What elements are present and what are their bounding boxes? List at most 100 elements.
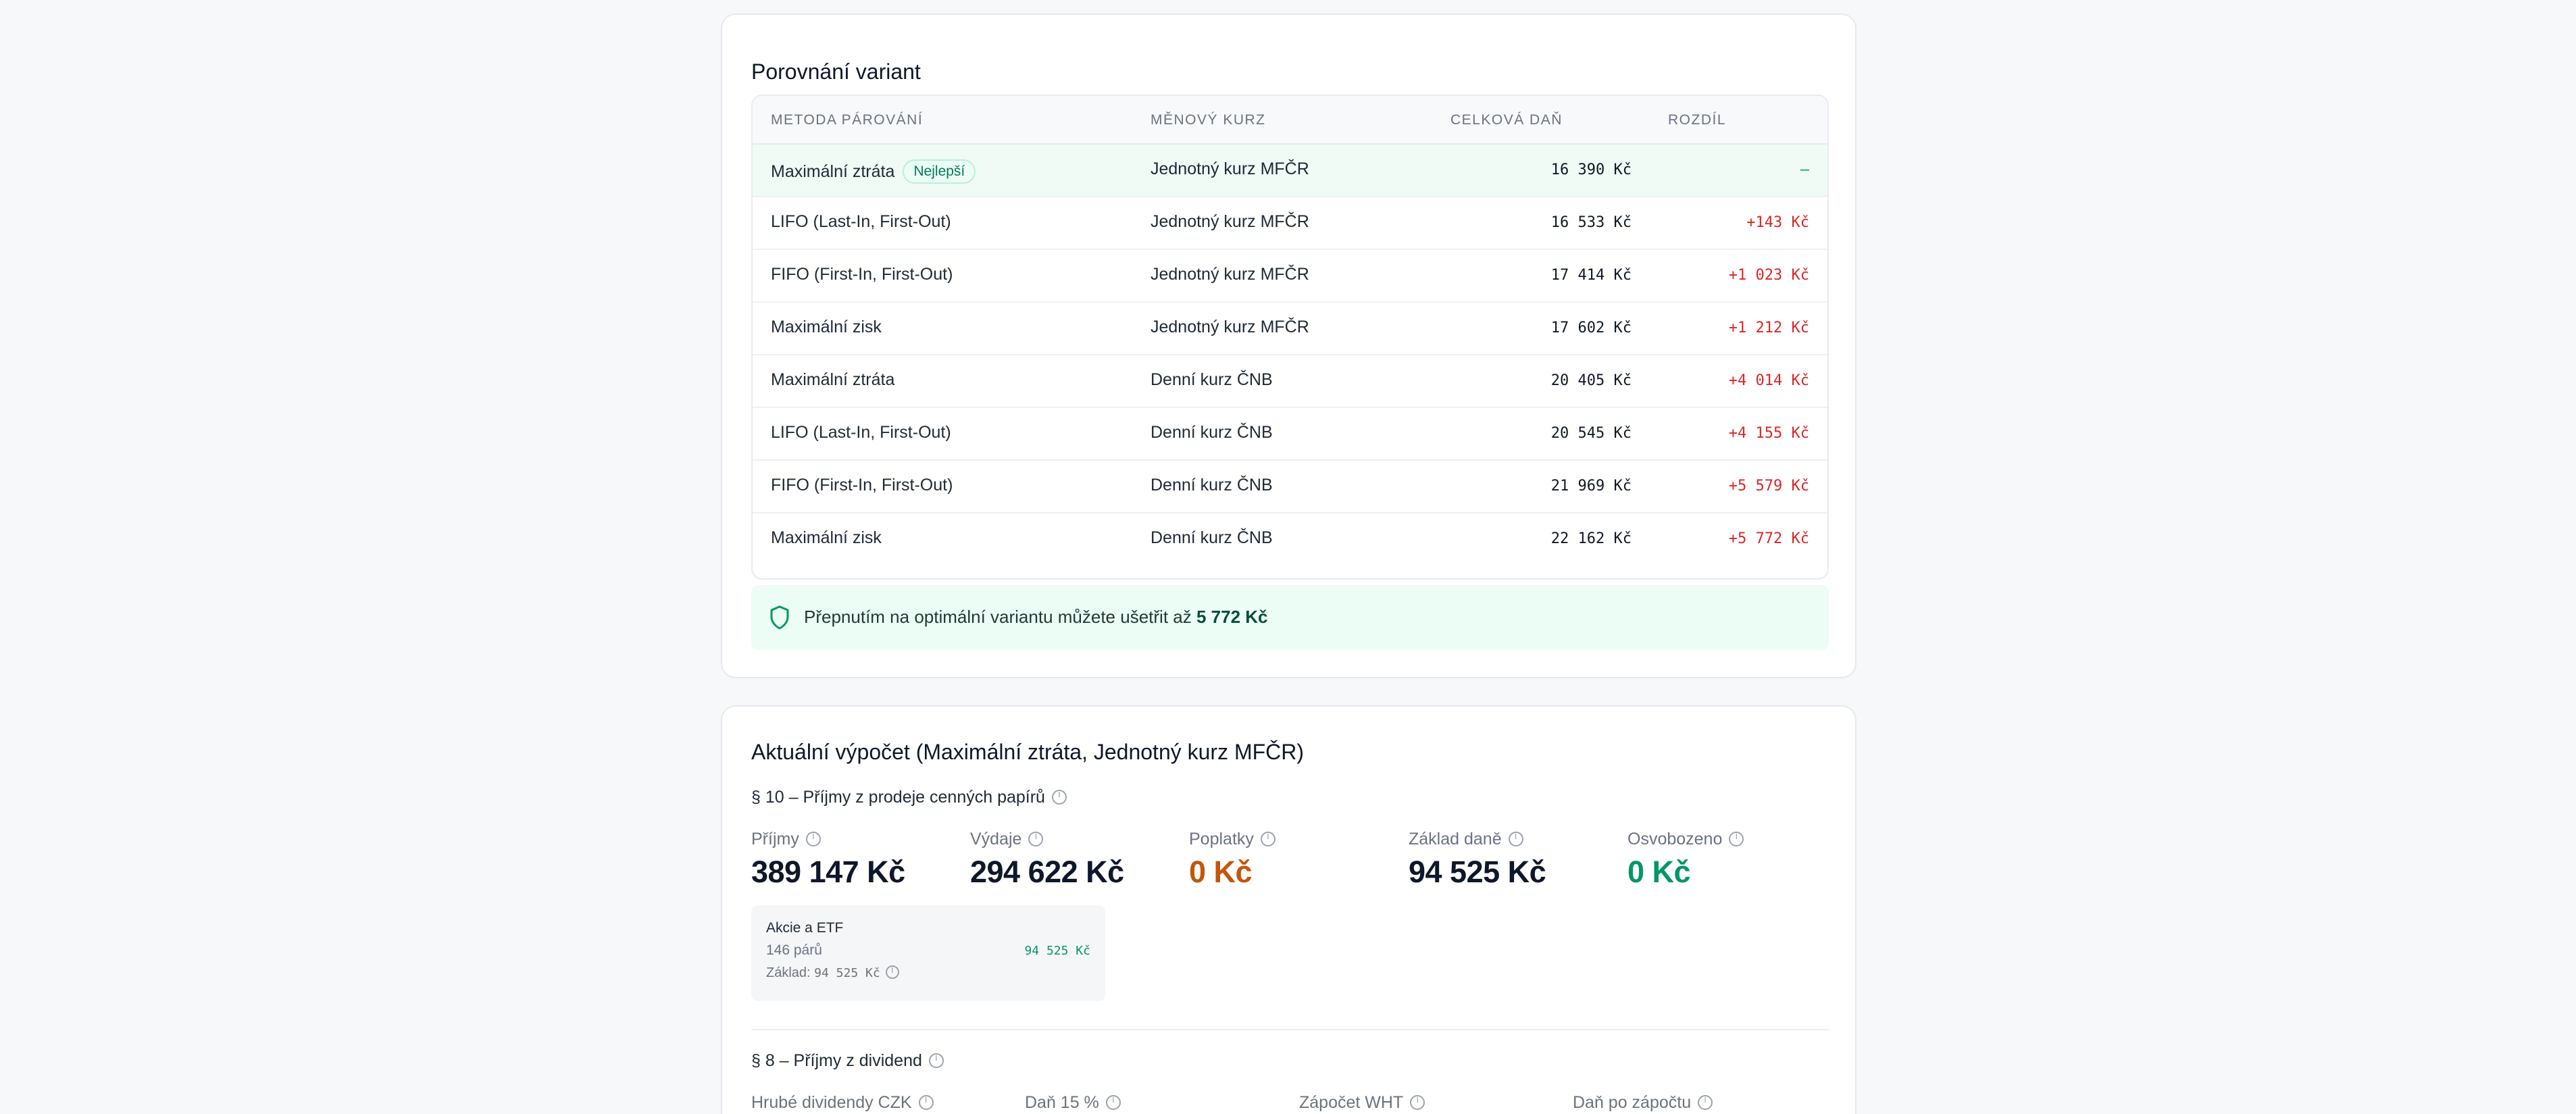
stat-value: 0 Kč <box>1627 855 1691 889</box>
tax-cell: 16 390 Kč <box>1550 161 1632 178</box>
method-cell: Maximální zisk <box>771 528 882 547</box>
info-icon[interactable] <box>1698 1094 1713 1110</box>
stat-value: 94 525 Kč <box>1409 855 1546 889</box>
mini-base-label: Základ: <box>766 965 811 980</box>
mini-value: 94 525 Kč <box>1024 944 1090 958</box>
rate-cell: Jednotný kurz MFČR <box>1151 265 1309 284</box>
stat-value: 294 622 Kč <box>970 855 1124 889</box>
method-cell: FIFO (First-In, First-Out) <box>771 265 953 284</box>
diff-cell: +4 014 Kč <box>1728 372 1809 389</box>
stat-label-text: Hrubé dividendy CZK <box>751 1093 912 1112</box>
diff-cell: +1 212 Kč <box>1728 320 1809 336</box>
rate-cell: Denní kurz ČNB <box>1151 370 1273 389</box>
info-icon[interactable] <box>1729 831 1744 846</box>
rate-cell: Jednotný kurz MFČR <box>1151 212 1309 231</box>
stat-label-text: Příjmy <box>751 830 799 849</box>
stat-value: 0 Kč <box>1189 855 1253 889</box>
tax-cell: 17 414 Kč <box>1550 267 1632 284</box>
stat-label: Poplatky <box>1189 830 1276 849</box>
stat-exempt: Osvobozeno 0 Kč <box>1627 830 1744 890</box>
stocks-etf-card: Akcie a ETF 146 párů Základ: 94 525 Kč 9… <box>751 905 1105 1001</box>
table-row[interactable]: Maximální zisk Jednotný kurz MFČR 17 602… <box>753 303 1827 355</box>
method-label: Maximální ztráta <box>771 162 895 181</box>
method-cell: Maximální ztráta <box>771 370 895 389</box>
section-8-label: § 8 – Příjmy z dividend <box>751 1051 922 1070</box>
mini-title: Akcie a ETF <box>766 920 844 936</box>
mini-base: Základ: 94 525 Kč <box>766 965 899 981</box>
savings-banner: Přepnutím na optimální variantu můžete u… <box>751 585 1829 650</box>
info-icon[interactable] <box>1105 1094 1121 1110</box>
info-icon[interactable] <box>1508 831 1523 846</box>
diff-cell: +5 772 Kč <box>1728 530 1809 547</box>
table-row[interactable]: FIFO (First-In, First-Out) Denní kurz ČN… <box>753 461 1827 513</box>
info-icon[interactable] <box>1410 1094 1425 1110</box>
diff-cell: +4 155 Kč <box>1728 425 1809 442</box>
tax-cell: 16 533 Kč <box>1550 214 1632 231</box>
tax-cell: 20 405 Kč <box>1550 372 1632 389</box>
header-difference: ROZDÍL <box>1668 112 1727 128</box>
diff-cell: +143 Kč <box>1746 214 1809 231</box>
stat-value: 389 147 Kč <box>751 855 905 889</box>
table-row[interactable]: Maximální ztráta Nejlepší Jednotný kurz M… <box>753 145 1827 197</box>
table-row[interactable]: Maximální ztráta Denní kurz ČNB 20 405 K… <box>753 355 1827 408</box>
info-icon[interactable] <box>1260 831 1276 846</box>
savings-amount: 5 772 Kč <box>1196 607 1268 627</box>
tax-cell: 20 545 Kč <box>1550 425 1632 442</box>
stat-tax-base: Základ daně 94 525 Kč <box>1409 830 1546 890</box>
table-row[interactable]: FIFO (First-In, First-Out) Jednotný kurz… <box>753 250 1827 303</box>
info-icon[interactable] <box>805 831 821 846</box>
current-calculation-title: Aktuální výpočet (Maximální ztráta, Jedn… <box>751 740 1305 764</box>
variant-comparison-card: Porovnání variant METODA PÁROVÁNÍ MĚNOVÝ… <box>721 14 1857 678</box>
divider <box>751 1029 1829 1030</box>
header-method: METODA PÁROVÁNÍ <box>771 112 924 128</box>
tax-cell: 17 602 Kč <box>1550 320 1632 336</box>
method-cell: LIFO (Last-In, First-Out) <box>771 212 951 231</box>
shield-icon <box>769 605 790 633</box>
stat-label-text: Základ daně <box>1409 830 1502 849</box>
stat-label-text: Výdaje <box>970 830 1022 849</box>
current-calculation-card: Aktuální výpočet (Maximální ztráta, Jedn… <box>721 705 1857 1114</box>
info-icon[interactable] <box>928 1053 944 1068</box>
stat-label: Příjmy <box>751 830 905 849</box>
mini-pairs: 146 párů <box>766 942 822 958</box>
diff-cell: +1 023 Kč <box>1728 267 1809 284</box>
table-row[interactable]: LIFO (Last-In, First-Out) Denní kurz ČNB… <box>753 408 1827 461</box>
stat-gross-dividends: Hrubé dividendy CZK <box>751 1093 934 1113</box>
stat-label-text: Osvobozeno <box>1627 830 1723 849</box>
header-total-tax: CELKOVÁ DAŇ <box>1450 112 1563 128</box>
stat-expenses: Výdaje 294 622 Kč <box>970 830 1124 890</box>
savings-text: Přepnutím na optimální variantu můžete u… <box>804 607 1268 628</box>
section-8-heading: § 8 – Příjmy z dividend <box>751 1051 944 1071</box>
section-10-heading: § 10 – Příjmy z prodeje cenných papírů <box>751 788 1067 807</box>
mini-base-value: 94 525 Kč <box>814 966 880 980</box>
stat-tax-after-credit: Daň po zápočtu <box>1573 1093 1713 1113</box>
info-icon[interactable] <box>885 965 899 979</box>
stat-wht-credit: Zápočet WHT <box>1299 1093 1425 1113</box>
tax-cell: 22 162 Kč <box>1550 530 1632 547</box>
info-icon[interactable] <box>1028 831 1044 846</box>
stat-label-text: Zápočet WHT <box>1299 1093 1404 1112</box>
comparison-title: Porovnání variant <box>751 59 921 84</box>
info-icon[interactable] <box>918 1094 934 1110</box>
table-row[interactable]: LIFO (Last-In, First-Out) Jednotný kurz … <box>753 197 1827 250</box>
section-10-label: § 10 – Příjmy z prodeje cenných papírů <box>751 788 1045 807</box>
stat-label: Základ daně <box>1409 830 1546 849</box>
table-header: METODA PÁROVÁNÍ MĚNOVÝ KURZ CELKOVÁ DAŇ … <box>753 96 1827 145</box>
rate-cell: Denní kurz ČNB <box>1151 423 1273 442</box>
method-cell: FIFO (First-In, First-Out) <box>771 476 953 495</box>
savings-label: Přepnutím na optimální variantu můžete u… <box>804 607 1192 627</box>
best-badge: Nejlepší <box>903 159 976 184</box>
method-cell: Maximální zisk <box>771 318 882 336</box>
stat-tax-15: Daň 15 % <box>1025 1093 1121 1113</box>
stat-label-text: Poplatky <box>1189 830 1254 849</box>
rate-cell: Jednotný kurz MFČR <box>1151 318 1309 336</box>
stat-label-text: Daň po zápočtu <box>1573 1093 1692 1112</box>
rate-cell: Denní kurz ČNB <box>1151 528 1273 547</box>
stat-fees: Poplatky 0 Kč <box>1189 830 1276 890</box>
comparison-table: METODA PÁROVÁNÍ MĚNOVÝ KURZ CELKOVÁ DAŇ … <box>751 95 1829 580</box>
table-row[interactable]: Maximální zisk Denní kurz ČNB 22 162 Kč … <box>753 513 1827 566</box>
info-icon[interactable] <box>1051 789 1067 805</box>
rate-cell: Denní kurz ČNB <box>1151 476 1273 495</box>
rate-cell: Jednotný kurz MFČR <box>1151 159 1309 178</box>
tax-cell: 21 969 Kč <box>1550 478 1632 495</box>
